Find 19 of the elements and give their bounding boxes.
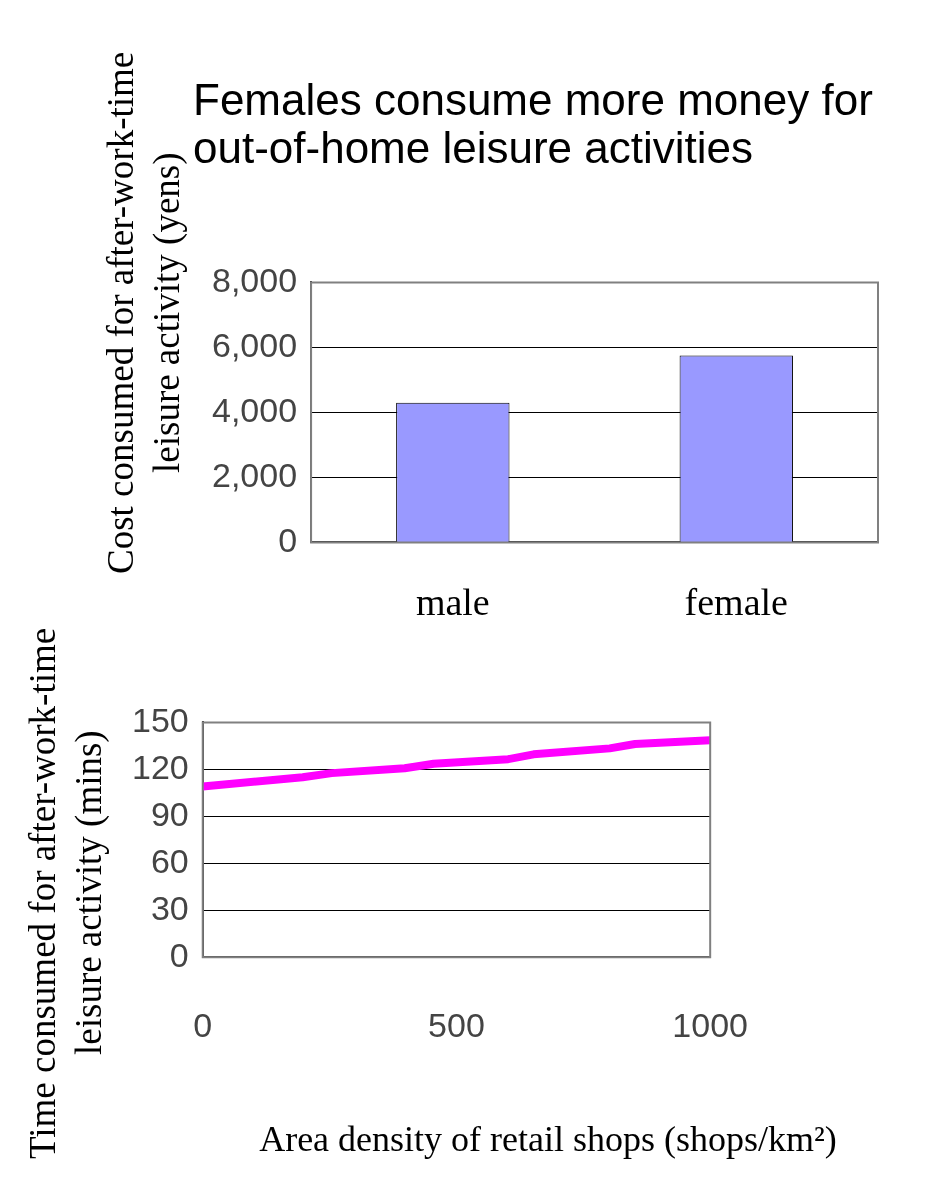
y-tick-label: 6,000: [211, 325, 298, 364]
y-tick-label: 120: [131, 747, 189, 786]
y-tick-label: 90: [150, 794, 189, 833]
y-tick-label: 30: [150, 888, 189, 927]
x-tick-label: male: [415, 581, 490, 624]
y-tick-label: 60: [150, 841, 189, 880]
y-axis-title: Cost consumed for after-work-time leisure activity (yens): [99, 50, 188, 577]
y-tick-label: 0: [278, 520, 298, 559]
y-tick-label: 4,000: [211, 390, 298, 429]
y-tick-label: 150: [131, 700, 189, 739]
y-tick-label: 2,000: [211, 455, 298, 494]
chart-title: Females consume more money for out-of-home leisure activities: [193, 75, 874, 172]
y-tick-label: 8,000: [211, 260, 298, 299]
y-tick-label: 0: [169, 935, 189, 974]
x-tick-label: female: [684, 581, 788, 624]
x-tick-label: 1000: [672, 1005, 748, 1044]
x-axis-title: Area density of retail shops (shops/km²): [258, 1118, 838, 1160]
y-axis-title: Time consumed for after-work-time leisure activity (mins): [21, 626, 110, 1161]
x-tick-label: 500: [428, 1005, 485, 1044]
